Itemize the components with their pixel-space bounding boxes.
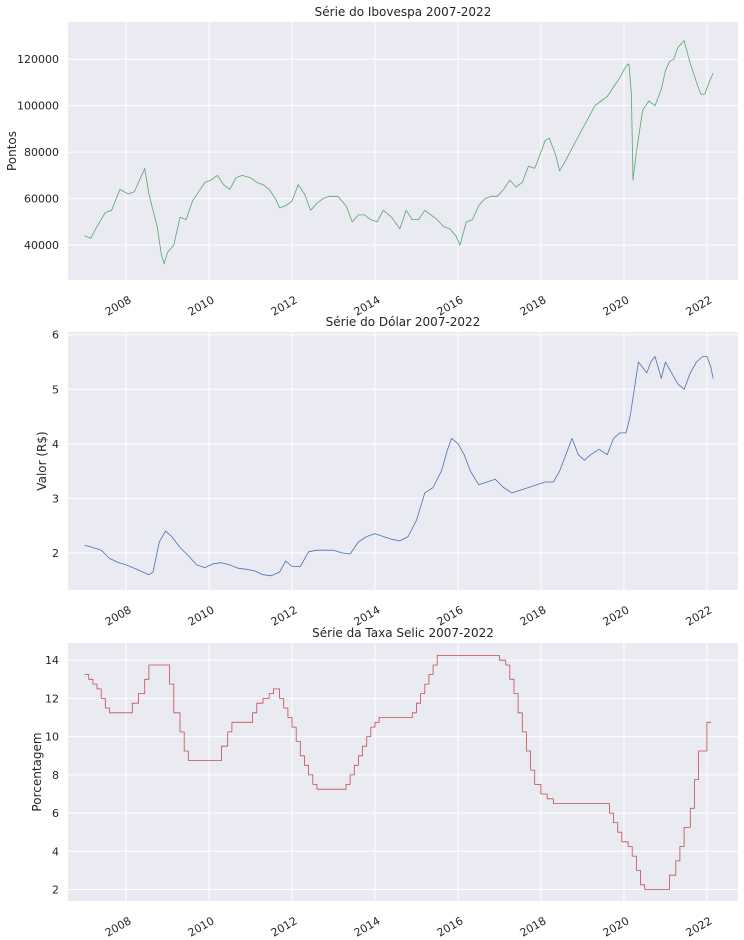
plot-area xyxy=(68,643,738,901)
y-tick-label: 5 xyxy=(52,383,59,396)
x-tick-label: 2018 xyxy=(518,293,549,318)
gridlines xyxy=(68,332,738,590)
x-tick-label: 2008 xyxy=(103,293,134,318)
chart-selic: Série da Taxa Selic 2007-2022 Porcentage… xyxy=(30,626,738,940)
x-tick-label: 2014 xyxy=(352,914,383,939)
series-line xyxy=(84,356,714,577)
chart-dolar: Série do Dólar 2007-2022 Valor (R$) 2008… xyxy=(35,315,738,629)
x-tick-label: 2022 xyxy=(684,603,715,628)
y-ticks: 40000 60000 80000 100000 120000 xyxy=(17,53,59,252)
x-tick-label: 2018 xyxy=(518,603,549,628)
y-tick-label: 2 xyxy=(52,547,59,560)
plot-area xyxy=(68,332,738,590)
x-tick-label: 2018 xyxy=(518,914,549,939)
y-tick-label: 14 xyxy=(45,654,59,667)
x-tick-label: 2014 xyxy=(352,603,383,628)
y-axis-label: Pontos xyxy=(5,131,19,171)
y-tick-label: 6 xyxy=(52,807,59,820)
y-tick-label: 60000 xyxy=(24,193,59,206)
y-ticks: 2 4 6 8 10 12 14 xyxy=(45,654,59,896)
x-tick-label: 2022 xyxy=(684,293,715,318)
y-tick-label: 80000 xyxy=(24,146,59,159)
series-line xyxy=(84,40,714,265)
chart-title: Série do Ibovespa 2007-2022 xyxy=(315,5,492,19)
x-tick-label: 2008 xyxy=(103,914,134,939)
x-ticks: 2008 2010 2012 2014 2016 2018 2020 2022 xyxy=(103,603,715,628)
x-tick-label: 2022 xyxy=(684,914,715,939)
chart-title: Série do Dólar 2007-2022 xyxy=(326,315,481,329)
x-tick-label: 2016 xyxy=(435,914,466,939)
y-tick-label: 3 xyxy=(52,492,59,505)
x-tick-label: 2010 xyxy=(186,914,217,939)
x-tick-label: 2010 xyxy=(186,603,217,628)
x-tick-label: 2012 xyxy=(269,293,300,318)
series-line xyxy=(84,655,711,890)
x-tick-label: 2012 xyxy=(269,603,300,628)
y-ticks: 2 3 4 5 6 xyxy=(52,329,59,560)
x-tick-label: 2020 xyxy=(601,293,632,318)
y-tick-label: 6 xyxy=(52,329,59,342)
plot-area xyxy=(68,22,738,280)
x-ticks: 2008 2010 2012 2014 2016 2018 2020 2022 xyxy=(103,914,715,939)
y-tick-label: 12 xyxy=(45,692,59,705)
y-axis-label: Valor (R$) xyxy=(35,431,49,490)
y-tick-label: 4 xyxy=(52,845,59,858)
y-tick-label: 10 xyxy=(45,731,59,744)
x-tick-label: 2008 xyxy=(103,603,134,628)
chart-title: Série da Taxa Selic 2007-2022 xyxy=(312,626,494,640)
x-tick-label: 2012 xyxy=(269,914,300,939)
y-tick-label: 40000 xyxy=(24,239,59,252)
y-axis-label: Porcentagem xyxy=(30,732,44,811)
y-tick-label: 4 xyxy=(52,438,59,451)
y-tick-label: 100000 xyxy=(17,100,59,113)
x-tick-label: 2016 xyxy=(435,603,466,628)
x-tick-label: 2020 xyxy=(601,603,632,628)
x-tick-label: 2010 xyxy=(186,293,217,318)
y-tick-label: 2 xyxy=(52,884,59,897)
y-tick-label: 8 xyxy=(52,769,59,782)
chart-ibovespa: Série do Ibovespa 2007-2022 Pontos 2008 2… xyxy=(5,5,738,319)
y-tick-label: 120000 xyxy=(17,53,59,66)
gridlines xyxy=(68,643,738,901)
x-tick-label: 2020 xyxy=(601,914,632,939)
